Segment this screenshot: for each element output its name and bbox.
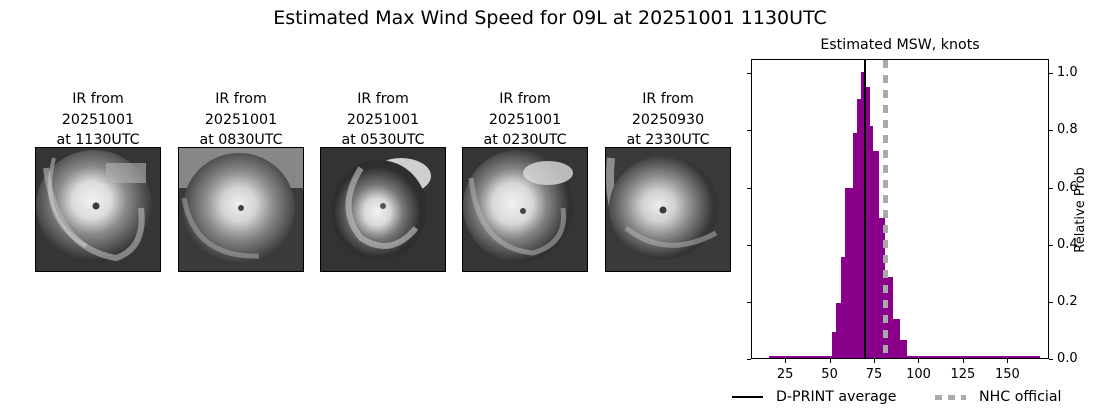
ir-caption-line: IR from [499, 91, 551, 107]
histogram-bar [856, 99, 861, 358]
ir-caption: IR from 20251001 at 0230UTC [445, 89, 605, 151]
y-tick [1049, 301, 1053, 303]
x-tick-label: 75 [865, 367, 883, 382]
histogram-bar [835, 303, 841, 358]
histogram-bar [769, 356, 832, 358]
ir-caption: IR from 20250930 at 2330UTC [588, 89, 748, 151]
ir-caption-date: 20251001 [61, 111, 135, 128]
chart-title: Estimated MSW, knots [820, 37, 980, 53]
y-tick-left [747, 359, 751, 360]
ir-caption-line: IR from [642, 91, 694, 107]
y-tick-label: 0.6 [1057, 179, 1078, 195]
histogram-bar [840, 256, 846, 358]
ir-caption-time: at 0530UTC [341, 132, 425, 148]
y-tick-left [747, 130, 751, 132]
ir-panel: IR from 20250930 at 2330UTC [605, 89, 731, 272]
y-tick [1049, 359, 1053, 360]
y-tick [1049, 73, 1053, 75]
ir-panel: IR from 20251001 at 0830UTC [178, 89, 304, 272]
x-tick-label: 150 [994, 367, 1020, 382]
y-tick-left [747, 73, 751, 75]
y-tick-label: 0.4 [1057, 236, 1078, 252]
x-tick [1007, 359, 1009, 363]
histogram-bar [860, 72, 865, 358]
legend-item-nhc: NHC official [935, 387, 1061, 407]
dotted-line-icon [935, 394, 966, 400]
solid-line-icon [732, 396, 763, 398]
histogram-bar [864, 87, 870, 358]
ir-caption-time: at 0230UTC [483, 132, 567, 148]
histogram-bar [906, 356, 1040, 358]
ir-caption-line: IR from [357, 91, 409, 107]
histogram-bar [869, 125, 873, 358]
ir-caption: IR from 20251001 at 1130UTC [18, 89, 178, 151]
ir-caption-line: IR from [72, 91, 124, 107]
legend-item-dprint: D-PRINT average [732, 387, 897, 407]
ir-caption-time: at 1130UTC [56, 132, 140, 148]
histogram-bar [872, 151, 879, 358]
ir-panel: IR from 20251001 at 1130UTC [35, 89, 161, 272]
satellite-ir-image-icon [605, 147, 731, 272]
y-tick-label: 0.2 [1057, 293, 1078, 309]
legend-label: NHC official [979, 389, 1062, 405]
y-tick [1049, 130, 1053, 132]
x-tick-label: 50 [821, 367, 838, 382]
histogram-bar [845, 188, 853, 358]
y-axis-label: Relative Prob [1073, 167, 1088, 253]
y-tick-label: 0.0 [1057, 351, 1078, 366]
histogram-bar [899, 340, 907, 358]
figure-title: Estimated Max Wind Speed for 09L at 2025… [273, 7, 827, 29]
histogram-bar [831, 331, 836, 358]
histogram-bar [878, 217, 886, 358]
y-tick-label: 1.0 [1057, 65, 1078, 81]
ir-caption: IR from 20251001 at 0830UTC [161, 89, 321, 151]
ir-caption-line: IR from [215, 91, 267, 107]
legend-label: D-PRINT average [776, 389, 897, 405]
nhc-official-line [882, 60, 888, 358]
x-tick [785, 359, 787, 363]
x-tick [962, 359, 964, 363]
ir-caption: IR from 20251001 at 0530UTC [303, 89, 463, 151]
x-tick-label: 100 [906, 367, 931, 382]
satellite-ir-image-icon [178, 147, 304, 272]
x-tick-label: 125 [950, 367, 976, 382]
histogram-bar [852, 132, 857, 358]
dprint-average-line [863, 60, 866, 358]
satellite-ir-image-icon [320, 147, 446, 272]
y-tick-left [747, 301, 751, 303]
x-tick [918, 359, 920, 363]
y-tick-left [747, 244, 751, 246]
x-tick [874, 359, 876, 363]
ir-caption-date: 20251001 [346, 111, 420, 128]
y-tick-left [747, 187, 751, 189]
y-tick [1049, 187, 1053, 189]
ir-caption-time: at 2330UTC [626, 132, 710, 148]
y-tick [1049, 244, 1053, 246]
ir-caption-time: at 0830UTC [199, 132, 283, 148]
x-tick-label: 25 [776, 367, 794, 382]
histogram-bar [892, 318, 900, 358]
x-tick [829, 359, 831, 363]
histogram-axes [751, 59, 1049, 359]
y-tick-label: 0.8 [1057, 122, 1078, 138]
ir-caption-date: 20251001 [204, 111, 278, 128]
satellite-ir-image-icon [462, 147, 588, 272]
ir-panel: IR from 20251001 at 0530UTC [320, 89, 446, 272]
satellite-ir-image-icon [35, 147, 161, 272]
histogram-bar [885, 276, 893, 358]
ir-caption-date: 20250930 [631, 111, 705, 128]
ir-panel: IR from 20251001 at 0230UTC [462, 89, 588, 272]
ir-caption-date: 20251001 [488, 111, 562, 128]
